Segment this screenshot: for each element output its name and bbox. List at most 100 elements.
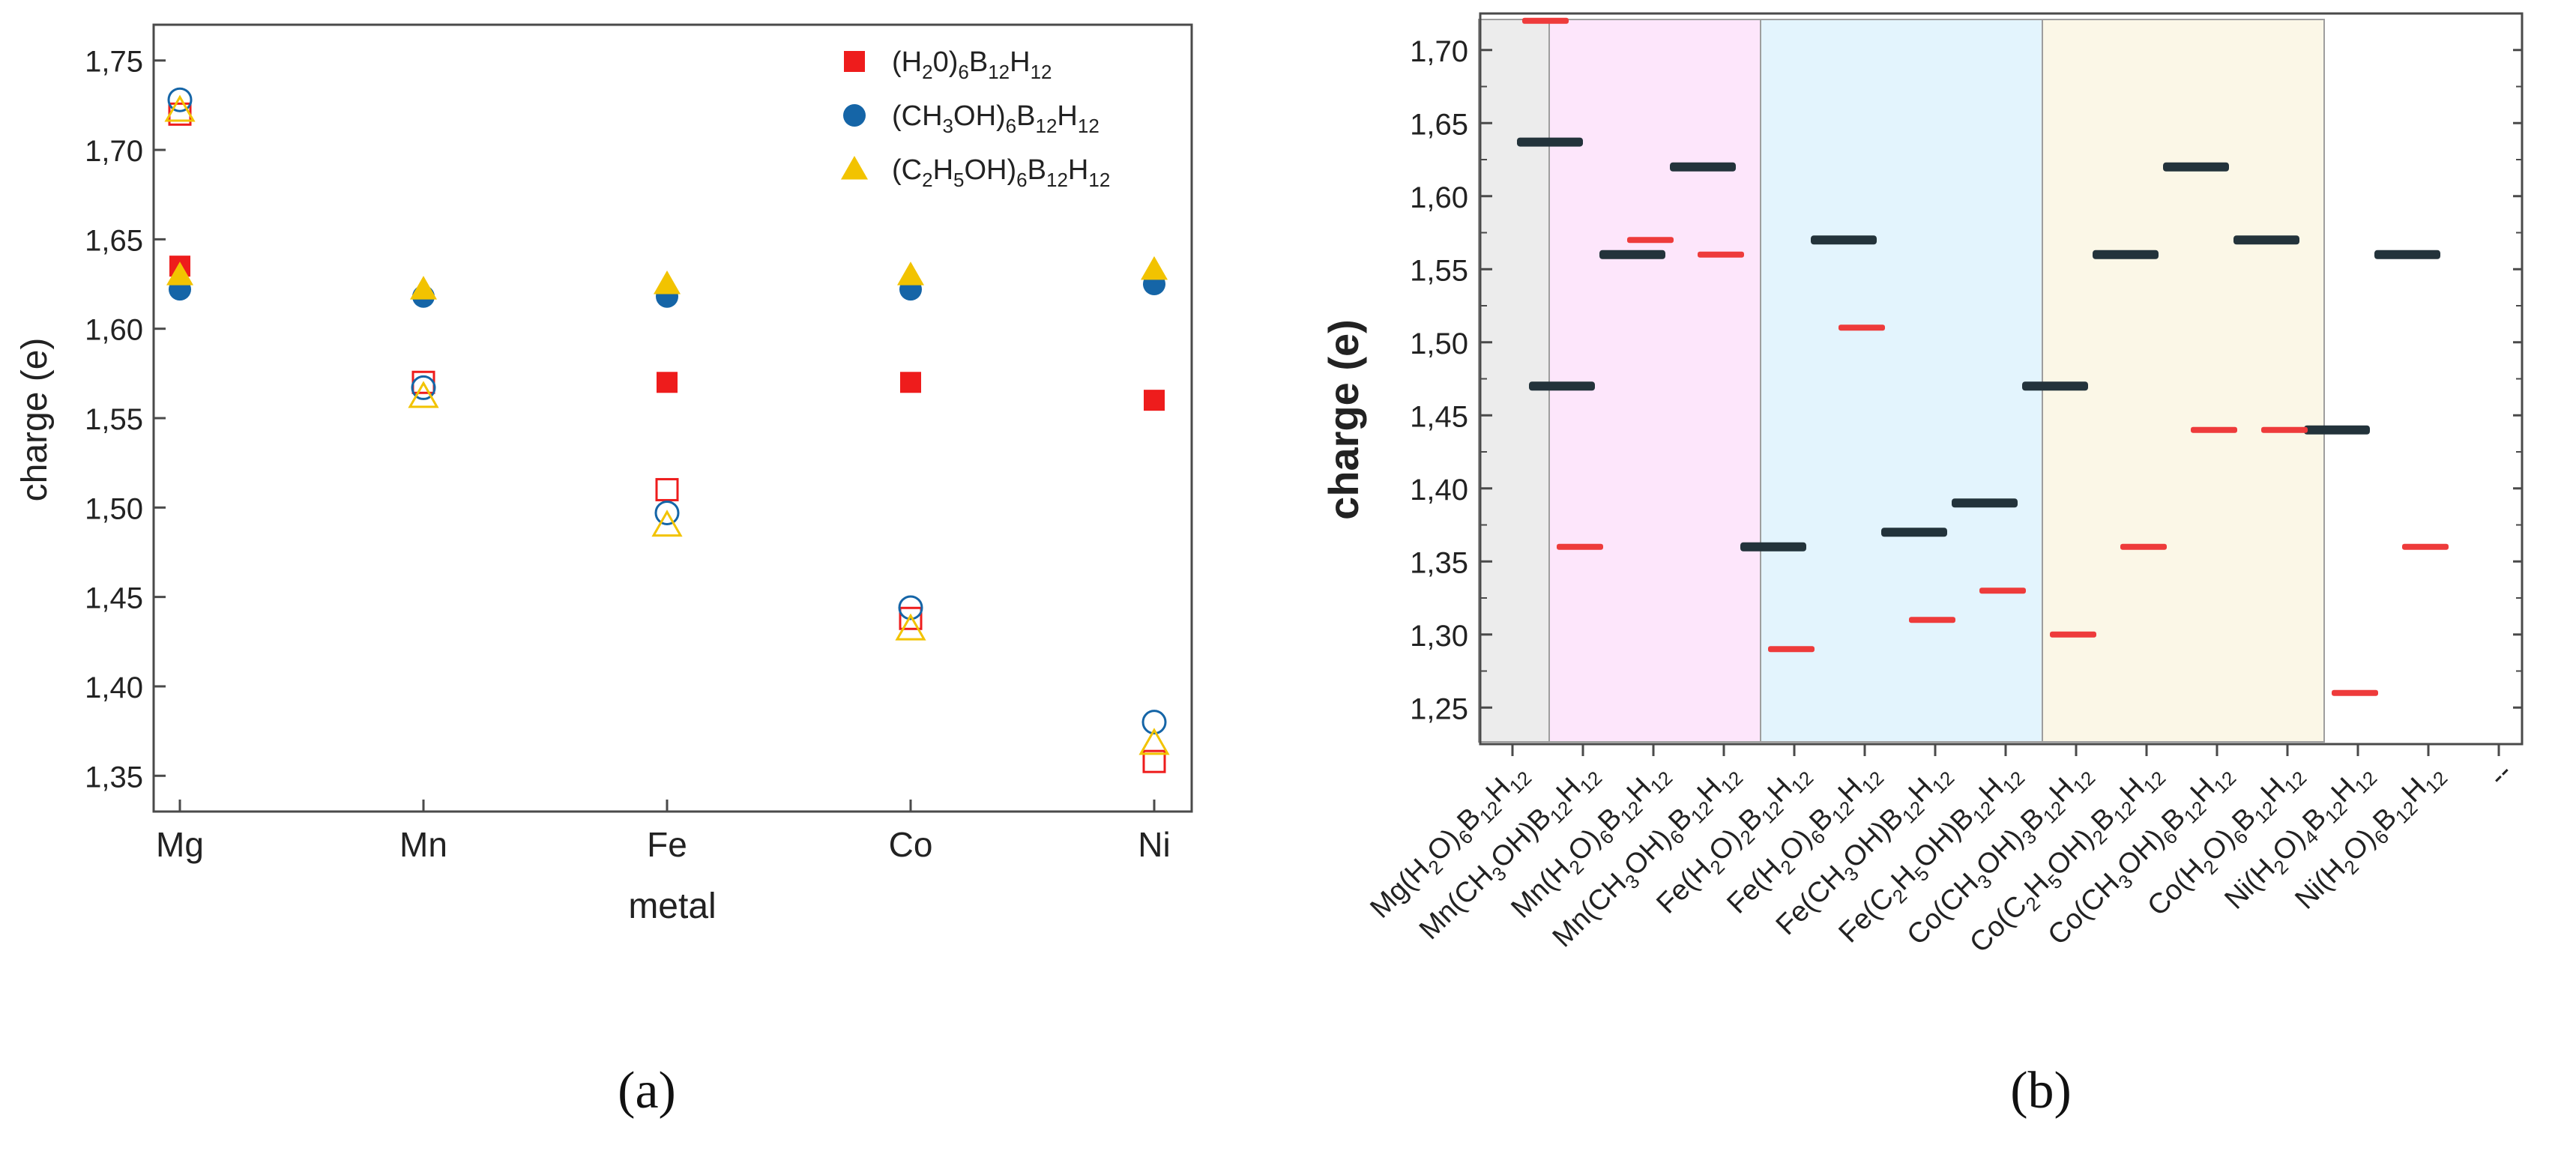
data-point-square-open [1142,749,1166,773]
bar-dark [1517,137,1583,147]
data-point-circle-open [411,375,436,400]
data-point-square-filled [900,372,921,393]
y-tick-label: 1,55 [85,403,143,436]
x-tick-label: Co [889,825,933,864]
y-tick-label: 1,50 [85,492,143,525]
y-tick-label: 1,75 [85,46,143,79]
y-tick-label: 1,40 [1410,474,1468,507]
y-tick-label: 1,50 [1410,327,1468,360]
data-point-circle-open [654,500,680,525]
bar-red [1768,646,1815,653]
y-tick-label: 1,35 [1410,546,1468,579]
data-point-square-filled [657,372,678,393]
chart-b: 1,25 1,30 1,35 1,40 1,45 1,50 1,55 1,60 1,65 1,70… [1320,12,2524,963]
y-tick-label: 1,30 [1410,620,1468,653]
bar-dark [1811,235,1877,245]
y-tick-label: 1,40 [85,671,143,704]
data-point-triangle-filled [166,262,193,286]
data-point-square-open [899,606,923,630]
chart-a-frame [152,23,1193,813]
legend-marker [844,51,865,72]
x-tick-label: Ni [1138,825,1170,864]
bar-dark [1881,528,1947,537]
group-band-co [2042,19,2325,743]
data-point-circle-open [898,595,923,620]
y-tick-label: 1,35 [85,761,143,794]
bar-dark [2093,250,2159,259]
data-point-triangle-open [1138,728,1170,755]
y-tick-label: 1,25 [1410,692,1468,725]
bar-red [2332,689,2378,696]
chart-b-axis: 1,25 1,30 1,35 1,40 1,45 1,50 1,55 1,60 1,65 1,70 [1410,35,2522,756]
group-band-mn [1548,19,1761,743]
bar-red [1979,587,2026,594]
x-tick-label: Mn [399,825,447,864]
chart-a-marks [164,51,1170,773]
legend-label: (CH3​OH)6​B12​H12​ [892,100,1100,137]
data-point-triangle-open [895,613,926,641]
chart-b-group-bands [1478,19,2325,743]
chart-b-bars [1517,17,2449,696]
chart-a-axis: 1,35 1,40 1,45 1,50 1,55 1,60 1,65 1,70 1,75 Mg Mn… [85,46,1171,864]
bar-dark [1599,250,1665,259]
bar-dark [1952,498,2018,508]
data-point-circle-open [167,87,193,112]
legend-label: (H2​0)6​B12​H12​ [892,46,1052,83]
bar-dark [1529,381,1595,391]
y-tick-label: 1,70 [1410,35,1468,68]
bar-dark [2163,162,2229,172]
chart-b-ylabel: charge (e) [1320,319,1367,520]
bar-dark [1740,542,1806,552]
data-point-triangle-filled [1141,256,1168,280]
legend-label: (C2​H5​OH)6​B12​H12​ [892,154,1110,191]
panel-label-a: (a) [618,1062,676,1120]
chart-a-legend: (H2​0)6​B12​H12​ (CH3​OH)6​B12​H12​ (C2​H5… [892,46,1110,191]
legend-marker [843,104,866,127]
bar-dark [2022,381,2088,391]
data-point-triangle-open [164,94,196,122]
bar-red [1839,324,1885,331]
y-tick-label: 1,65 [85,224,143,257]
category-label: -- [2483,757,2519,793]
chart-a-ylabel: charge (e) [15,338,55,502]
chart-a-xlabel: metal [628,886,716,926]
bar-red [2261,426,2308,433]
data-point-triangle-filled [410,276,437,300]
data-point-square-filled [1144,390,1165,411]
bar-red [1522,17,1569,24]
bar-dark [2233,235,2299,245]
bar-red [1909,617,1955,623]
data-point-triangle-open [408,381,439,408]
chart-a: 1,35 1,40 1,45 1,50 1,55 1,60 1,65 1,70 1,75 Mg Mn… [15,23,1193,926]
bar-red [1627,237,1674,244]
group-band-fe [1760,19,2043,743]
bar-red [2120,543,2167,550]
x-tick-label: Fe [647,825,687,864]
y-tick-label: 1,55 [1410,254,1468,287]
bar-red [2050,631,2096,638]
bar-red [1557,543,1603,550]
bar-red [2402,543,2449,550]
chart-b-category-labels: Mg(H2​O)6​B12​H12​Mn(CH3​OH)B12​H12​Mn(H… [1364,757,2519,963]
category-label: Co(C2​H5​OH)2​B12​H12​ [1964,757,2170,963]
y-tick-label: 1,70 [85,135,143,168]
panel-label-b: (b) [2010,1062,2072,1120]
y-tick-label: 1,45 [85,582,143,615]
y-tick-label: 1,65 [1410,108,1468,141]
data-point-triangle-filled [654,271,681,294]
bar-dark [1670,162,1736,172]
bar-red [2191,426,2237,433]
bar-dark [2374,250,2440,259]
x-tick-label: Mg [156,825,204,864]
data-point-square-open [655,477,679,501]
data-point-triangle-open [651,510,683,537]
bar-dark [2304,425,2370,435]
data-point-triangle-filled [897,262,924,286]
bar-red [1698,251,1744,258]
y-tick-label: 1,60 [85,314,143,347]
data-point-circle-open [1141,710,1167,735]
legend-marker [841,156,868,180]
y-tick-label: 1,45 [1410,400,1468,433]
y-tick-label: 1,60 [1410,181,1468,214]
